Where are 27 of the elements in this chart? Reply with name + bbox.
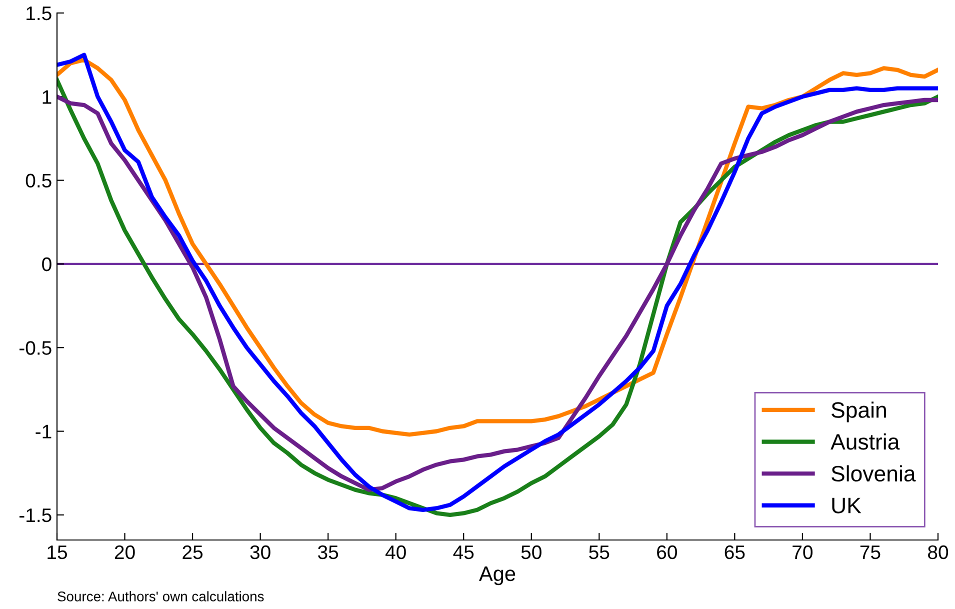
x-tick-label: 65 [724,545,745,560]
legend-label: UK [832,498,862,514]
x-tick-label: 45 [453,546,474,560]
y-tick-label: -0.5 [20,341,52,355]
x-tick-label: 50 [521,545,542,560]
x-tick-label: 15 [48,546,67,560]
y-tick-label: 0 [42,257,52,272]
x-tick-label: 40 [385,545,406,560]
y-tick-label: 0.5 [26,174,52,188]
x-tick-label: 30 [250,545,270,560]
legend-label: Slovenia [832,465,916,482]
x-tick-label: 80 [928,545,948,560]
y-tick-label: -1.5 [20,508,52,522]
x-tick-label: 25 [182,545,203,560]
y-tick-label: 1.5 [26,6,52,20]
x-tick-label: 20 [114,545,135,560]
source-note: Source: Authors' own calculations [58,591,264,602]
x-tick-label: 55 [589,546,610,560]
x-tick-label: 35 [318,545,338,560]
x-tick-label: 70 [792,545,813,560]
y-tick-label: -1 [36,424,52,438]
x-tick-label: 60 [657,545,677,560]
x-axis-title: Age [479,566,516,586]
y-tick-label: 1 [42,90,52,104]
legend-label: Austria [830,433,900,450]
legend-label: Spain [832,402,886,422]
x-tick-label: 75 [860,546,880,560]
